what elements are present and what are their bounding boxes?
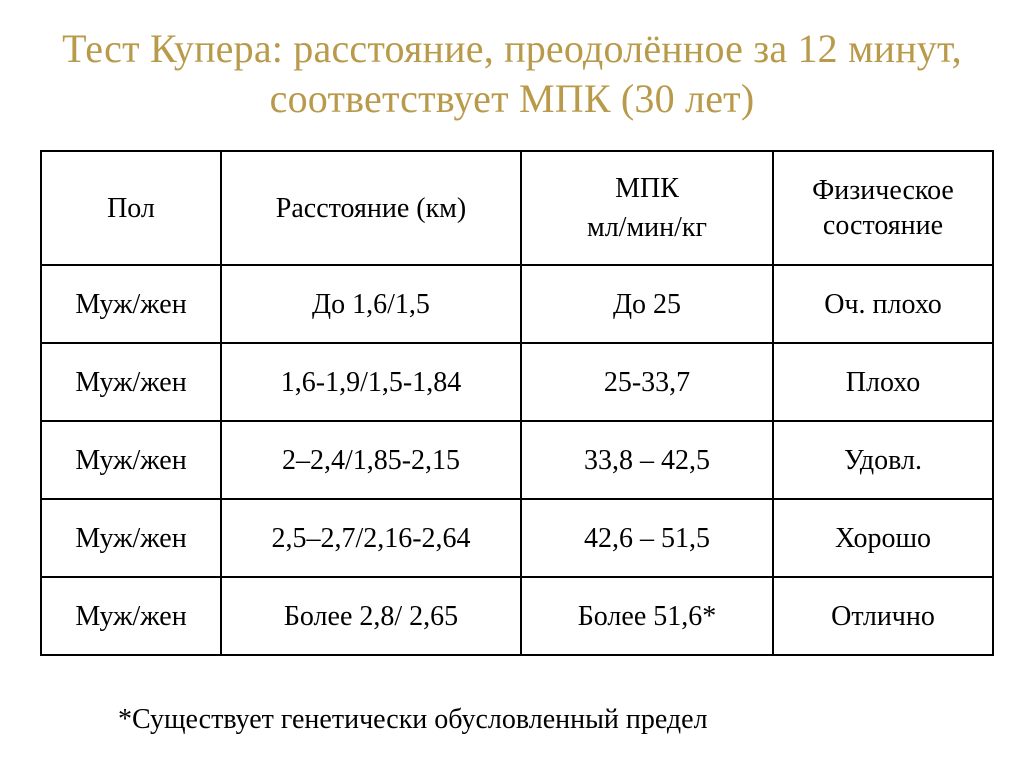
col-header-mpk: МПК мл/мин/кг: [521, 151, 773, 265]
slide-title: Тест Купера: расстояние, преодолённое за…: [40, 24, 984, 124]
cell-state: Оч. плохо: [773, 265, 993, 343]
cell-gender: Муж/жен: [41, 343, 221, 421]
footnote: *Существует генетически обусловленный пр…: [118, 704, 984, 736]
cell-gender: Муж/жен: [41, 499, 221, 577]
cell-state: Удовл.: [773, 421, 993, 499]
slide: Тест Купера: расстояние, преодолённое за…: [0, 0, 1024, 767]
cell-mpk: 33,8 – 42,5: [521, 421, 773, 499]
table-row: Муж/жен 2–2,4/1,85-2,15 33,8 – 42,5 Удов…: [41, 421, 993, 499]
table-row: Муж/жен 2,5–2,7/2,16-2,64 42,6 – 51,5 Хо…: [41, 499, 993, 577]
cell-distance: 2–2,4/1,85-2,15: [221, 421, 521, 499]
cell-state: Плохо: [773, 343, 993, 421]
table-row: Муж/жен 1,6-1,9/1,5-1,84 25-33,7 Плохо: [41, 343, 993, 421]
cell-distance: Более 2,8/ 2,65: [221, 577, 521, 655]
cell-mpk: До 25: [521, 265, 773, 343]
cell-distance: 1,6-1,9/1,5-1,84: [221, 343, 521, 421]
col-header-mpk-unit: мл/мин/кг: [530, 210, 764, 245]
col-header-distance: Расстояние (км): [221, 151, 521, 265]
col-header-state: Физическое состояние: [773, 151, 993, 265]
cell-gender: Муж/жен: [41, 265, 221, 343]
col-header-gender: Пол: [41, 151, 221, 265]
cell-mpk: 25-33,7: [521, 343, 773, 421]
table-row: Муж/жен До 1,6/1,5 До 25 Оч. плохо: [41, 265, 993, 343]
col-header-mpk-label: МПК: [615, 173, 679, 204]
cell-distance: 2,5–2,7/2,16-2,64: [221, 499, 521, 577]
cell-state: Отлично: [773, 577, 993, 655]
cooper-table: Пол Расстояние (км) МПК мл/мин/кг Физиче…: [40, 150, 994, 656]
cell-mpk: 42,6 – 51,5: [521, 499, 773, 577]
cell-mpk: Более 51,6*: [521, 577, 773, 655]
cell-distance: До 1,6/1,5: [221, 265, 521, 343]
cell-gender: Муж/жен: [41, 577, 221, 655]
cell-state: Хорошо: [773, 499, 993, 577]
cell-gender: Муж/жен: [41, 421, 221, 499]
table-header-row: Пол Расстояние (км) МПК мл/мин/кг Физиче…: [41, 151, 993, 265]
table-row: Муж/жен Более 2,8/ 2,65 Более 51,6* Отли…: [41, 577, 993, 655]
